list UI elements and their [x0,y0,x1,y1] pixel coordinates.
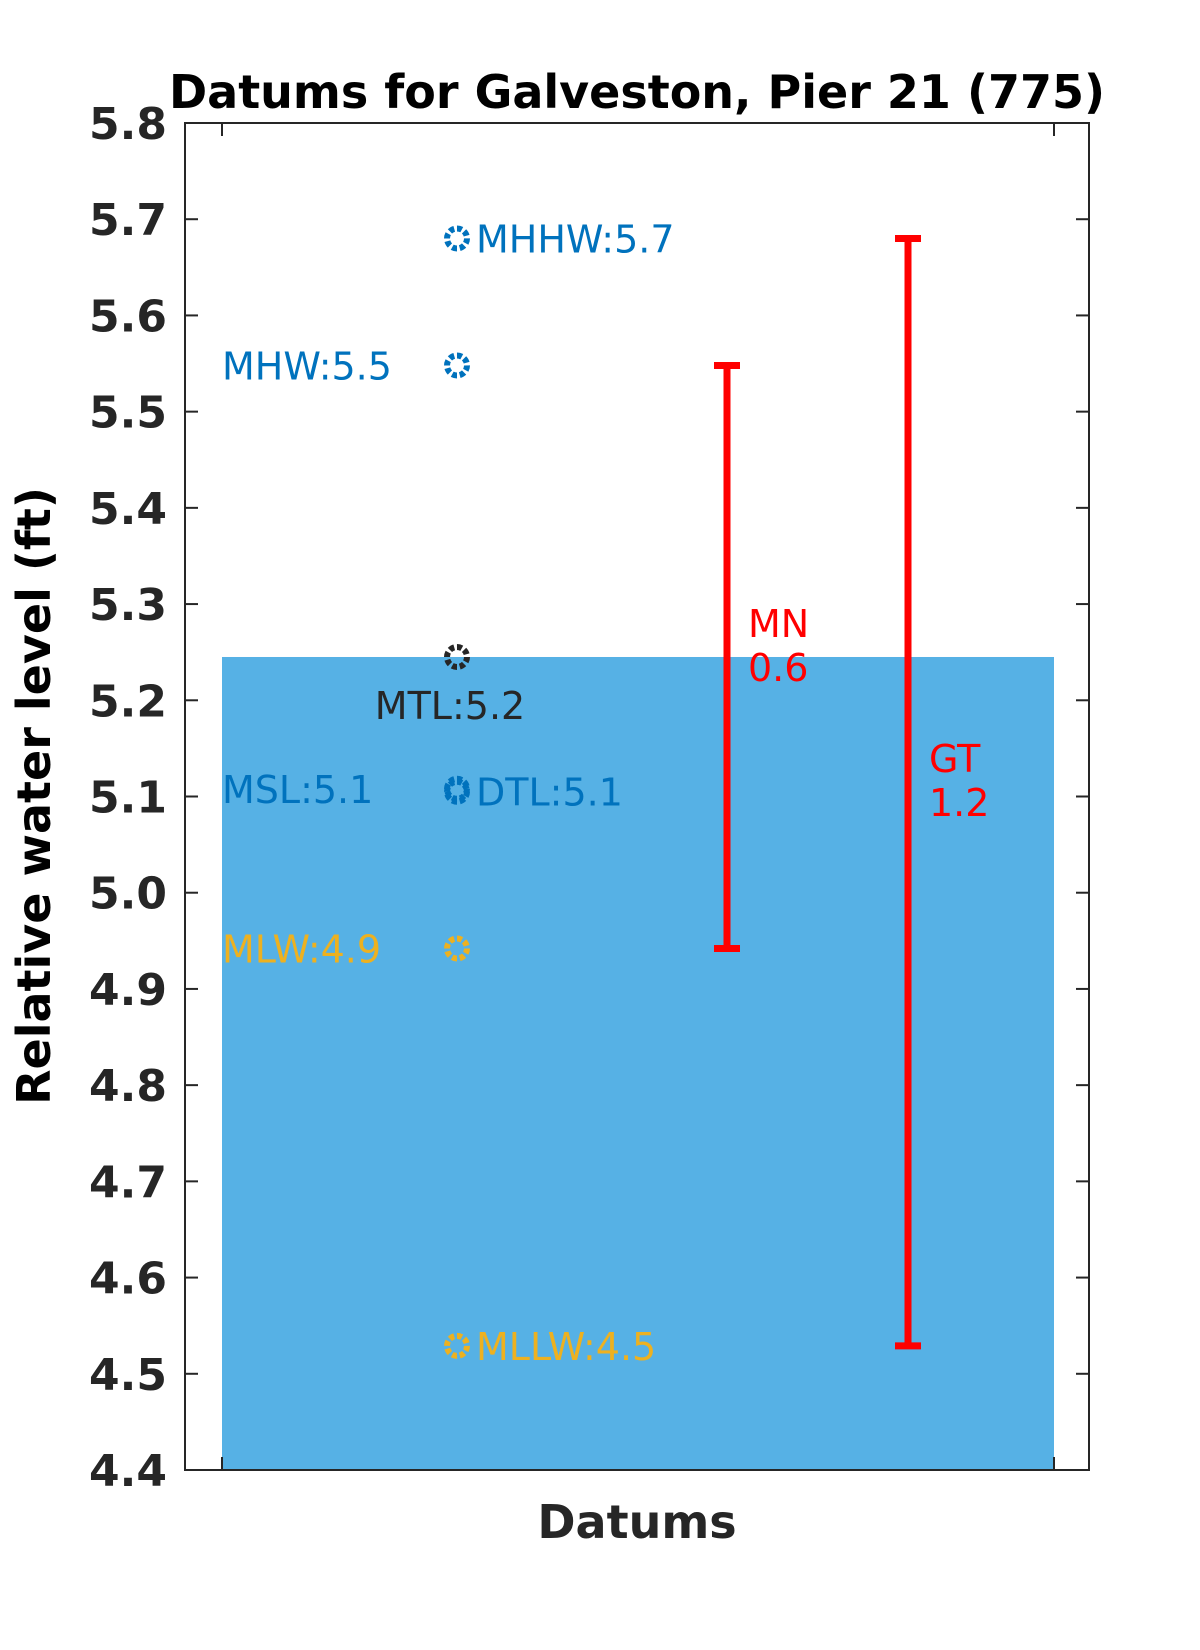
y-tick-label: 5.8 [89,99,167,150]
dtl-marker [444,778,470,805]
mhw-label: MHW:5.5 [222,344,392,388]
y-tick-label: 4.5 [89,1350,167,1401]
y-axis: 4.4 4.5 4.6 4.7 4.8 4.9 5.0 5.1 5.2 5.3 5.4 5.5 5.6 5… [89,99,1089,1497]
y-tick-label: 5.4 [89,484,167,535]
mtl-marker [444,643,470,670]
y-tick-label: 4.7 [89,1157,167,1208]
y-tick-label: 5.2 [89,676,167,727]
y-tick-label: 5.1 [89,773,167,824]
y-tick-label: 4.8 [89,1061,167,1112]
y-tick-label: 4.4 [89,1446,167,1497]
y-tick-label: 4.6 [89,1254,167,1305]
y-tick-label: 5.5 [89,388,167,439]
mlw-label: MLW:4.9 [222,928,381,972]
y-tick-label: 4.9 [89,965,167,1016]
y-tick-label: 5.7 [89,195,167,246]
mllw-label: MLLW:4.5 [476,1325,656,1369]
range-bars: MN0.6 GT1.2 [714,234,989,1350]
x-axis-label: Datums [537,1495,736,1549]
y-tick-label: 5.6 [89,291,167,342]
y-tick-label: 5.0 [89,869,167,920]
mhhw-marker [444,225,470,252]
mhhw-label: MHHW:5.7 [476,217,675,261]
msl-label: MSL:5.1 [222,768,373,812]
background-bar-layer [222,656,1054,1470]
dtl-label: DTL:5.1 [476,771,623,815]
mn-range-name: MN [748,602,809,646]
gt-range-name: GT [929,737,981,781]
mllw-marker [444,1332,470,1359]
gt-range-value: 1.2 [929,781,989,825]
mtl-label: MTL:5.2 [375,684,525,728]
mn-range-value: 0.6 [748,646,808,690]
background-bar [222,656,1054,1470]
mhw-marker [444,352,470,379]
y-axis-label: Relative water level (ft) [7,487,61,1105]
mlw-marker [444,935,470,962]
chart-title: Datums for Galveston, Pier 21 (775) [169,65,1105,119]
y-tick-label: 5.3 [89,580,167,631]
